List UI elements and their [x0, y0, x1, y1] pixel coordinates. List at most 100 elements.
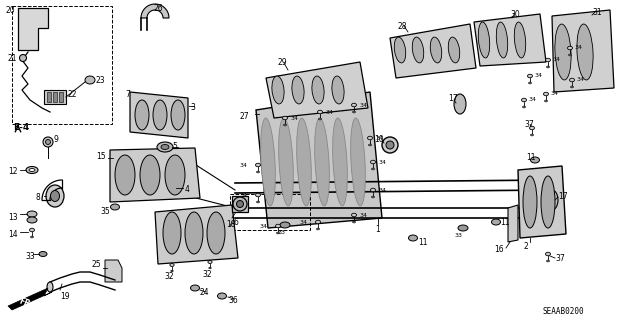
Text: 34: 34 — [577, 77, 585, 82]
Text: 37: 37 — [555, 254, 564, 263]
Ellipse shape — [332, 76, 344, 104]
Bar — [53, 92, 57, 102]
Text: FR.: FR. — [18, 296, 35, 310]
Ellipse shape — [209, 267, 211, 269]
Text: 7: 7 — [125, 90, 130, 99]
Text: 34: 34 — [529, 97, 537, 102]
Ellipse shape — [282, 116, 287, 120]
Text: 34: 34 — [553, 57, 561, 62]
Text: 32: 32 — [202, 270, 212, 279]
Text: 4: 4 — [185, 185, 190, 194]
Ellipse shape — [29, 228, 35, 232]
Ellipse shape — [458, 225, 468, 231]
Text: 12: 12 — [8, 167, 17, 176]
Ellipse shape — [43, 137, 53, 147]
Ellipse shape — [541, 176, 555, 228]
Text: 11: 11 — [526, 153, 536, 162]
Ellipse shape — [529, 126, 534, 130]
Ellipse shape — [408, 235, 417, 241]
Ellipse shape — [319, 118, 321, 120]
Ellipse shape — [448, 37, 460, 63]
Text: 14: 14 — [8, 230, 18, 239]
Text: 9: 9 — [54, 135, 59, 144]
Text: 34: 34 — [326, 110, 334, 115]
Ellipse shape — [570, 78, 575, 82]
Bar — [47, 92, 51, 102]
Ellipse shape — [27, 211, 37, 217]
Text: 22: 22 — [68, 90, 77, 99]
Polygon shape — [508, 205, 518, 242]
Ellipse shape — [255, 193, 260, 197]
Ellipse shape — [170, 263, 174, 266]
Ellipse shape — [135, 100, 149, 130]
Ellipse shape — [545, 252, 550, 256]
Ellipse shape — [372, 196, 374, 198]
Text: 20: 20 — [6, 6, 15, 15]
Ellipse shape — [140, 155, 160, 195]
Bar — [232, 196, 248, 212]
Text: 34: 34 — [360, 103, 368, 108]
Text: 34: 34 — [379, 160, 387, 165]
Text: 16: 16 — [494, 245, 504, 254]
Text: 25: 25 — [92, 260, 102, 269]
Bar — [59, 92, 63, 102]
Polygon shape — [155, 205, 238, 264]
Text: 34: 34 — [575, 45, 583, 50]
Polygon shape — [141, 4, 169, 18]
Ellipse shape — [351, 118, 365, 206]
Bar — [230, 194, 310, 230]
Text: 33: 33 — [278, 230, 286, 235]
Ellipse shape — [27, 217, 37, 223]
Text: 34: 34 — [535, 73, 543, 78]
Ellipse shape — [386, 141, 394, 149]
Ellipse shape — [29, 168, 35, 172]
Ellipse shape — [543, 92, 548, 96]
Ellipse shape — [353, 221, 355, 223]
Ellipse shape — [19, 55, 26, 62]
Text: 33: 33 — [455, 233, 463, 238]
Text: 19: 19 — [60, 292, 70, 301]
Text: 17: 17 — [558, 192, 568, 201]
Ellipse shape — [257, 201, 259, 203]
Polygon shape — [518, 166, 566, 238]
Ellipse shape — [531, 134, 533, 136]
Ellipse shape — [351, 213, 356, 217]
Ellipse shape — [257, 171, 259, 173]
Text: 36: 36 — [228, 296, 237, 305]
Ellipse shape — [115, 155, 135, 195]
Ellipse shape — [163, 212, 181, 254]
Text: 5: 5 — [172, 142, 177, 151]
Text: 32: 32 — [164, 272, 173, 281]
Ellipse shape — [208, 261, 212, 263]
Ellipse shape — [369, 144, 371, 146]
Text: 2: 2 — [524, 242, 529, 251]
Text: 34: 34 — [551, 91, 559, 96]
Ellipse shape — [272, 76, 284, 104]
Text: 35: 35 — [100, 207, 109, 216]
Ellipse shape — [316, 220, 321, 224]
Text: 34: 34 — [260, 224, 268, 229]
Ellipse shape — [255, 163, 260, 167]
Polygon shape — [266, 62, 368, 118]
Text: 3: 3 — [190, 103, 195, 112]
Text: 15: 15 — [96, 152, 106, 161]
Ellipse shape — [218, 293, 227, 299]
Ellipse shape — [547, 260, 549, 262]
Polygon shape — [105, 260, 122, 282]
Text: 37: 37 — [524, 120, 534, 129]
Ellipse shape — [478, 22, 490, 58]
Text: 34: 34 — [376, 136, 384, 141]
Ellipse shape — [430, 37, 442, 63]
Text: 33: 33 — [25, 252, 35, 261]
Ellipse shape — [527, 74, 532, 78]
Ellipse shape — [207, 212, 225, 254]
Ellipse shape — [545, 100, 547, 102]
Ellipse shape — [568, 46, 572, 50]
Ellipse shape — [394, 37, 406, 63]
Ellipse shape — [157, 142, 173, 152]
Ellipse shape — [292, 76, 304, 104]
Ellipse shape — [531, 157, 540, 163]
Text: E-4: E-4 — [13, 122, 29, 131]
Text: 29: 29 — [278, 58, 287, 67]
Text: 10: 10 — [374, 135, 383, 144]
